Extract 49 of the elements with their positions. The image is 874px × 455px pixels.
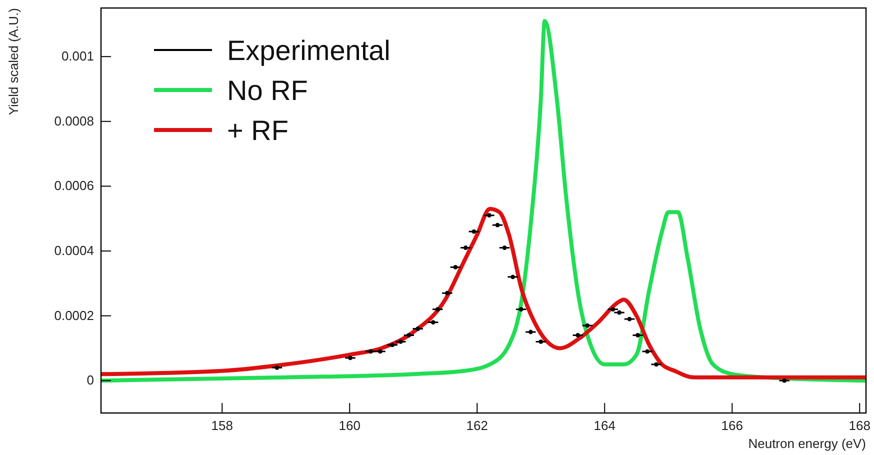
- point: [502, 246, 507, 250]
- point: [510, 274, 516, 280]
- point: [274, 365, 280, 370]
- point: [610, 307, 616, 312]
- point: [518, 307, 524, 312]
- point: [416, 326, 420, 331]
- point: [444, 290, 450, 296]
- point: [487, 213, 492, 218]
- point: [453, 265, 458, 270]
- line-series: [101, 18, 866, 383]
- x-axis-title: Neutron energy (eV): [748, 436, 866, 451]
- point: [463, 246, 468, 250]
- point: [636, 333, 640, 338]
- line-series: [101, 206, 866, 380]
- x-tick-label: 168: [848, 418, 870, 433]
- legend-label: + RF: [227, 115, 288, 146]
- point: [627, 316, 632, 322]
- point: [617, 310, 622, 315]
- point: [495, 222, 500, 228]
- point: [782, 378, 787, 383]
- y-tick-label: 0.0002: [54, 308, 94, 323]
- point: [430, 320, 436, 324]
- point: [645, 349, 650, 354]
- legend-label: Experimental: [227, 35, 390, 66]
- point: [576, 333, 580, 338]
- point: [585, 323, 590, 328]
- x-tick-label: 162: [466, 418, 488, 433]
- point: [398, 340, 403, 344]
- y-tick-label: 0.0008: [54, 113, 94, 128]
- point: [390, 342, 395, 348]
- y-tick-label: 0.0006: [54, 178, 94, 194]
- point: [528, 330, 533, 334]
- point: [406, 333, 412, 338]
- x-tick-label: 158: [211, 418, 233, 433]
- y-tick-label: 0: [86, 372, 94, 388]
- x-tick-label: 160: [338, 418, 360, 433]
- point: [654, 362, 658, 367]
- point: [348, 356, 352, 360]
- y-tick-label: 0.001: [61, 48, 94, 64]
- point: [368, 349, 373, 354]
- x-tick-label: 164: [594, 418, 616, 433]
- y-tick-label: 0.0004: [54, 243, 94, 258]
- point: [538, 340, 544, 344]
- point: [435, 307, 440, 312]
- legend-label: No RF: [227, 75, 308, 106]
- x-tick-label: 166: [721, 418, 743, 433]
- point: [472, 229, 476, 234]
- y-axis-title: Yield scaled (A.U.): [6, 8, 21, 116]
- point: [378, 349, 382, 354]
